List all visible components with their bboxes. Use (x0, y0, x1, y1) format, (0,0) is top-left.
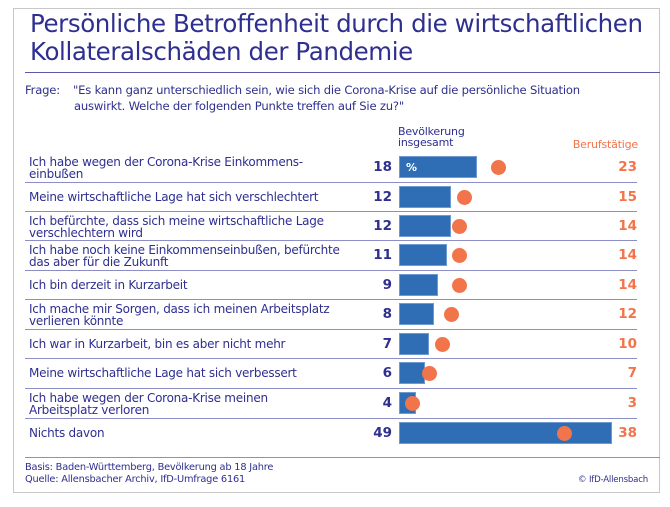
row-label: Meine wirtschaftliche Lage hat sich vers… (29, 191, 369, 203)
row-label-line: Ich war in Kurzarbeit, bin es aber nicht… (29, 337, 286, 351)
row-label-line: das aber für die Zukunft (29, 255, 169, 269)
row-label: Nichts davon (29, 427, 369, 439)
row-label: Ich habe wegen der Corona-Krise Einkomme… (29, 156, 369, 180)
row-label-line: Meine wirtschaftliche Lage hat sich vers… (29, 190, 319, 204)
footer-divider (25, 457, 660, 458)
row-label-line: Ich habe noch keine Einkommenseinbußen, … (29, 243, 340, 257)
row-label-line: Nichts davon (29, 426, 105, 440)
employed-dot (456, 189, 472, 205)
population-bar (399, 303, 434, 325)
employed-dot (452, 218, 468, 234)
row-label: Ich war in Kurzarbeit, bin es aber nicht… (29, 338, 369, 350)
employed-value: 23 (618, 159, 637, 175)
chart-title: Persönliche Betroffenheit durch die wirt… (30, 10, 650, 66)
legend-population-line-2: insgesamt (398, 136, 454, 149)
row-label-line: Ich bin derzeit in Kurzarbeit (29, 278, 188, 292)
row-label-line: Ich befürchte, dass sich meine wirtschaf… (29, 214, 324, 228)
employed-dot (434, 336, 450, 352)
employed-value: 38 (618, 425, 637, 441)
employed-value: 12 (618, 306, 637, 322)
population-bar (399, 186, 452, 208)
legend-population-line-1: Bevölkerung (398, 125, 465, 138)
legend-employed: Berufstätige (572, 138, 638, 151)
row-divider (25, 358, 637, 359)
population-value: 12 (373, 189, 392, 205)
question-line-1: "Es kann ganz unterschiedlich sein, wie … (73, 83, 580, 97)
employed-value: 14 (618, 247, 637, 263)
employed-value: 14 (618, 218, 637, 234)
question-label: Frage: (25, 83, 60, 97)
population-bar (399, 274, 439, 296)
footer-notes: Basis: Baden-Württemberg, Bevölkerung ab… (25, 462, 273, 486)
row-divider (25, 211, 637, 212)
employed-value: 10 (618, 336, 637, 352)
row-label: Ich habe wegen der Corona-Krise meinen Ar… (29, 392, 369, 416)
row-divider (25, 329, 637, 330)
row-divider (25, 418, 637, 419)
population-value: 9 (382, 277, 392, 293)
population-bar (399, 333, 430, 355)
row-label-line: verschlechtern wird (29, 226, 143, 240)
population-value: 8 (382, 306, 392, 322)
title-line-1: Persönliche Betroffenheit durch die wirt… (30, 9, 643, 38)
population-bar (399, 422, 612, 444)
employed-value: 15 (618, 189, 637, 205)
employed-dot (404, 395, 420, 411)
population-value: 4 (382, 395, 392, 411)
survey-question: Frage: "Es kann ganz unterschiedlich sein… (25, 82, 655, 114)
row-label: Ich befürchte, dass sich meine wirtschaf… (29, 215, 369, 239)
population-bar (399, 244, 447, 266)
population-value: 49 (373, 425, 392, 441)
population-bar (399, 215, 452, 237)
population-value: 18 (373, 159, 392, 175)
employed-value: 3 (627, 395, 637, 411)
row-divider (25, 299, 637, 300)
row-label: Ich habe noch keine Einkommenseinbußen, … (29, 244, 369, 268)
population-bar: % (399, 156, 478, 178)
employed-dot (452, 277, 468, 293)
employed-value: 14 (618, 277, 637, 293)
population-value: 12 (373, 218, 392, 234)
population-value: 7 (382, 336, 392, 352)
source-note: Quelle: Allensbacher Archiv, IfD-Umfrage… (25, 474, 246, 485)
row-label: Ich mache mir Sorgen, dass ich meinen Ar… (29, 303, 369, 327)
percent-unit-label: % (406, 161, 418, 174)
row-divider (25, 240, 637, 241)
employed-dot (443, 306, 459, 322)
row-label: Meine wirtschaftliche Lage hat sich verb… (29, 367, 369, 379)
legend-population: Bevölkerung insgesamt (398, 126, 465, 148)
employed-dot (421, 365, 437, 381)
title-divider (25, 72, 660, 73)
row-divider (25, 270, 637, 271)
employed-dot (556, 425, 572, 441)
row-divider (25, 182, 637, 183)
row-label-line: Ich mache mir Sorgen, dass ich meinen Ar… (29, 302, 330, 316)
chart-frame (13, 8, 660, 493)
employed-dot (452, 247, 468, 263)
basis-note: Basis: Baden-Württemberg, Bevölkerung ab… (25, 462, 274, 473)
question-line-2: auswirkt. Welche der folgenden Punkte tr… (74, 99, 404, 113)
row-label-line: Arbeitsplatz verloren (29, 403, 150, 417)
employed-value: 7 (627, 365, 637, 381)
row-label-line: verlieren könnte (29, 314, 124, 328)
row-label: Ich bin derzeit in Kurzarbeit (29, 279, 369, 291)
row-label-line: Meine wirtschaftliche Lage hat sich verb… (29, 366, 297, 380)
title-line-2: Kollateralschäden der Pandemie (30, 37, 413, 66)
row-label-line: Ich habe wegen der Corona-Krise Einkomme… (29, 155, 303, 169)
row-divider (25, 388, 637, 389)
copyright: © IfD-Allensbach (578, 475, 648, 485)
row-label-line: einbußen (29, 167, 84, 181)
employed-dot (491, 159, 507, 175)
population-value: 11 (373, 247, 392, 263)
population-value: 6 (382, 365, 392, 381)
row-label-line: Ich habe wegen der Corona-Krise meinen (29, 391, 268, 405)
